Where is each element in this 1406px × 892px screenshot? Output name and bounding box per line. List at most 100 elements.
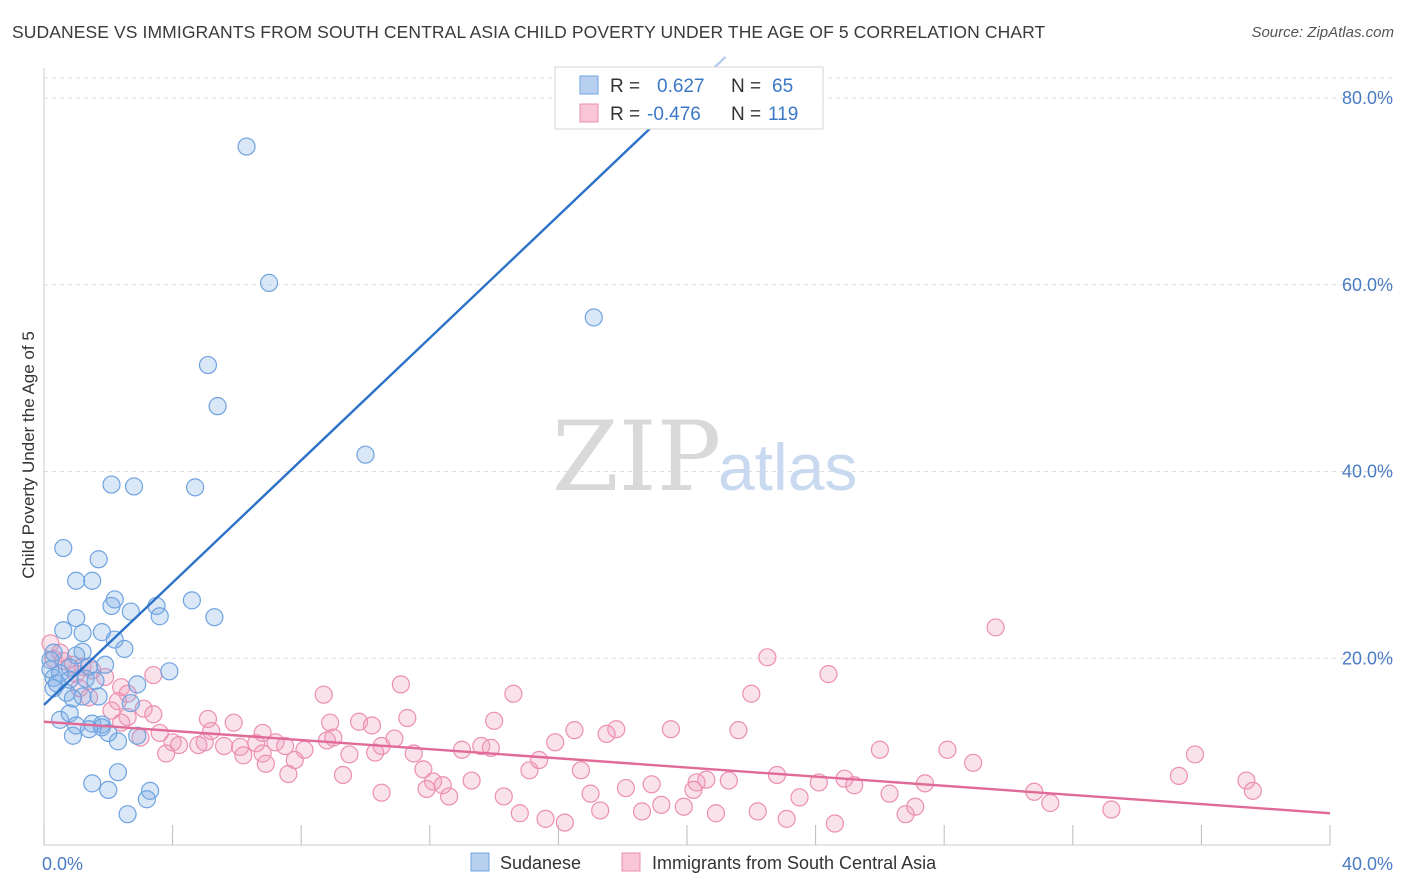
point-blue-2 bbox=[584, 308, 603, 327]
legend-n-value-sudanese: 65 bbox=[772, 76, 793, 97]
point-blue-57 bbox=[137, 790, 156, 809]
bottom-legend-label-immigrants: Immigrants from South Central Asia bbox=[652, 853, 937, 873]
point-blue-1 bbox=[259, 273, 279, 292]
point-pink-57 bbox=[452, 740, 472, 759]
stats-legend-box bbox=[554, 66, 824, 130]
point-blue-5 bbox=[356, 445, 375, 464]
point-pink-89 bbox=[777, 809, 796, 828]
point-pink-63 bbox=[510, 804, 529, 823]
point-blue-21 bbox=[54, 621, 73, 640]
point-pink-68 bbox=[555, 813, 574, 832]
point-pink-29 bbox=[234, 746, 253, 765]
point-blue-8 bbox=[186, 478, 205, 497]
y-tick-labels: 20.0% 40.0% 60.0% 80.0% bbox=[1342, 88, 1393, 668]
point-pink-86 bbox=[748, 802, 767, 821]
point-pink-44 bbox=[362, 716, 382, 735]
point-pink-113 bbox=[340, 745, 359, 764]
point-pink-37 bbox=[285, 750, 304, 770]
point-pink-41 bbox=[314, 685, 333, 704]
point-blue-19 bbox=[205, 608, 224, 627]
legend-r-value-immigrants: -0.476 bbox=[647, 104, 701, 125]
legend-r-label-sudanese: R = bbox=[610, 76, 640, 97]
point-blue-6 bbox=[102, 475, 121, 494]
point-blue-55 bbox=[108, 763, 128, 782]
point-pink-56 bbox=[439, 787, 459, 806]
chart-title: SUDANESE VS IMMIGRANTS FROM SOUTH CENTRA… bbox=[12, 22, 1046, 42]
point-pink-77 bbox=[652, 795, 671, 814]
point-blue-10 bbox=[89, 550, 108, 569]
point-pink-31 bbox=[253, 744, 272, 763]
point-pink-98 bbox=[896, 805, 915, 824]
point-pink-9 bbox=[144, 665, 163, 685]
point-pink-26 bbox=[214, 736, 234, 756]
series-immigrants-points bbox=[41, 618, 1262, 833]
point-pink-96 bbox=[870, 740, 890, 759]
point-pink-60 bbox=[485, 711, 504, 730]
point-pink-14 bbox=[102, 701, 121, 720]
series-legend: Sudanese Immigrants from South Central A… bbox=[470, 852, 937, 873]
legend-n-label-immigrants: N = bbox=[731, 104, 761, 125]
point-pink-52 bbox=[423, 772, 443, 791]
point-blue-53 bbox=[83, 774, 102, 793]
point-blue-25 bbox=[115, 639, 134, 659]
watermark: ZIP atlas bbox=[552, 401, 857, 513]
point-blue-12 bbox=[83, 571, 102, 590]
grid-lines bbox=[44, 77, 1392, 659]
point-pink-30 bbox=[247, 734, 266, 753]
point-pink-54 bbox=[417, 779, 436, 799]
source-credit: Source: ZipAtlas.com bbox=[1251, 24, 1394, 41]
point-pink-81 bbox=[697, 770, 716, 789]
point-pink-95 bbox=[845, 776, 864, 795]
y-tick-label-3: 80.0% bbox=[1342, 88, 1393, 108]
point-blue-7 bbox=[124, 477, 144, 496]
legend-swatch-immigrants bbox=[579, 103, 599, 123]
point-pink-12 bbox=[79, 688, 99, 707]
point-pink-61 bbox=[494, 787, 513, 806]
point-pink-73 bbox=[607, 720, 626, 739]
point-blue-20 bbox=[67, 608, 86, 628]
point-pink-53 bbox=[372, 783, 391, 802]
point-pink-78 bbox=[661, 720, 681, 739]
point-pink-87 bbox=[758, 648, 777, 667]
point-pink-47 bbox=[366, 743, 385, 762]
point-pink-21 bbox=[169, 735, 189, 755]
point-blue-64 bbox=[86, 671, 105, 690]
point-pink-79 bbox=[674, 797, 693, 816]
point-pink-109 bbox=[1237, 771, 1256, 790]
point-blue-43 bbox=[121, 693, 140, 713]
point-pink-27 bbox=[224, 713, 243, 732]
point-blue-54 bbox=[99, 780, 118, 800]
point-pink-107 bbox=[1169, 766, 1188, 786]
y-tick-label-0: 20.0% bbox=[1342, 648, 1393, 668]
point-blue-3 bbox=[198, 355, 218, 375]
point-pink-51 bbox=[414, 760, 433, 779]
legend-n-value-immigrants: 119 bbox=[768, 104, 798, 125]
point-pink-48 bbox=[391, 675, 410, 694]
point-pink-84 bbox=[729, 721, 748, 740]
point-blue-9 bbox=[54, 538, 73, 558]
point-pink-71 bbox=[581, 784, 600, 803]
watermark-zip: ZIP bbox=[552, 401, 721, 513]
watermark-atlas: atlas bbox=[718, 430, 857, 504]
point-pink-82 bbox=[706, 804, 726, 823]
x-tick-labels: 0.0% 40.0% bbox=[42, 854, 1393, 874]
bottom-legend-swatch-sudanese bbox=[470, 852, 490, 872]
point-blue-42 bbox=[89, 687, 108, 706]
legend-r-label-immigrants: R = bbox=[610, 104, 640, 125]
point-pink-110 bbox=[1243, 781, 1262, 800]
point-pink-22 bbox=[157, 744, 176, 763]
point-blue-4 bbox=[208, 397, 227, 416]
trend-line-pink bbox=[43, 720, 1331, 815]
point-blue-31 bbox=[95, 655, 115, 674]
point-pink-65 bbox=[530, 750, 549, 770]
point-pink-116 bbox=[684, 780, 703, 800]
point-pink-115 bbox=[597, 724, 616, 743]
point-blue-29 bbox=[41, 651, 60, 670]
point-pink-72 bbox=[591, 801, 610, 820]
point-pink-103 bbox=[986, 618, 1005, 637]
series-sudanese-points bbox=[41, 137, 603, 824]
point-pink-92 bbox=[819, 665, 838, 684]
legend-n-label-sudanese: N = bbox=[731, 76, 761, 97]
stats-legend: R = 0.627 N = 65 R = -0.476 N = 119 bbox=[554, 66, 824, 130]
trend-line-blue bbox=[43, 92, 688, 706]
